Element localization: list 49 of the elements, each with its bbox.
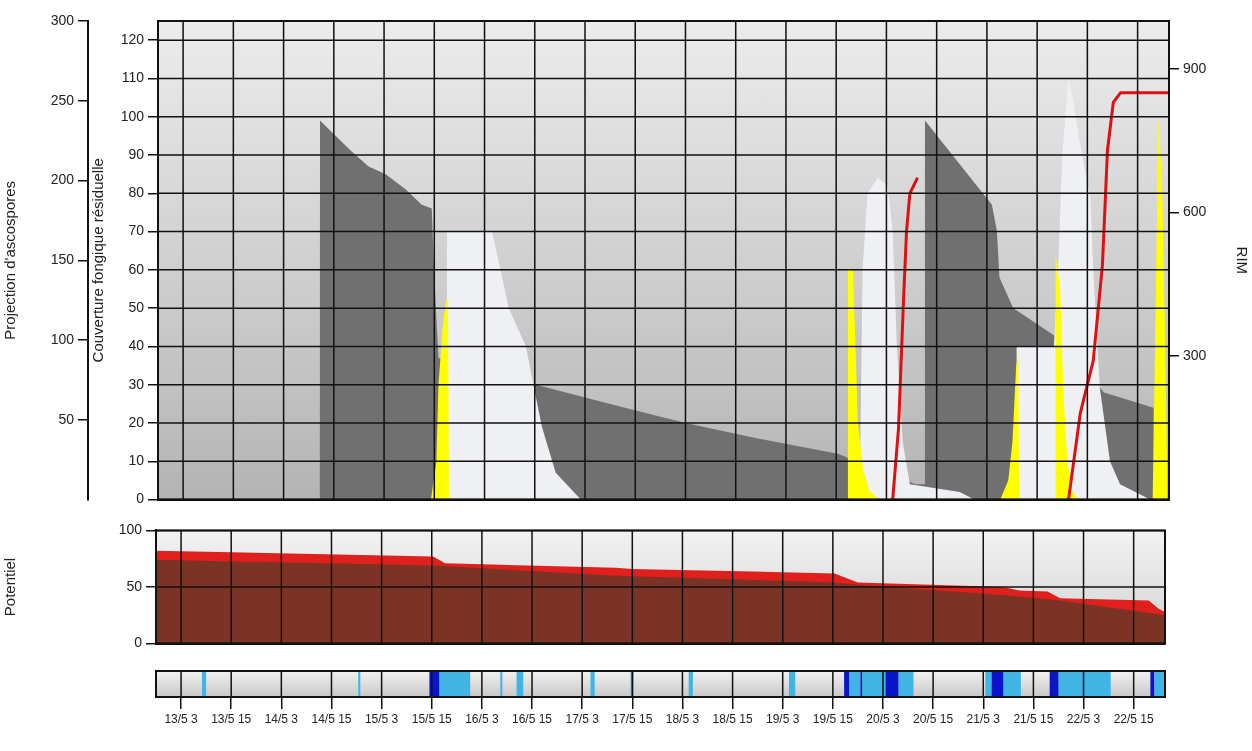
y3-tick-label: 600 [1183, 203, 1207, 220]
y2-tick-label: 250 [50, 91, 75, 108]
y2-tick-label: 150 [50, 251, 75, 268]
y-tick-label: 20 [128, 413, 145, 430]
x-tick-label: 21/5 15 [1013, 711, 1054, 726]
y-tick-label: 110 [121, 69, 145, 86]
y2-tick-label: 100 [50, 330, 75, 347]
x-tick-label: 13/5 15 [211, 711, 252, 726]
x-tick-label: 14/5 15 [311, 711, 352, 726]
y-tick-label: 60 [128, 260, 145, 277]
x-tick-label: 22/5 15 [1113, 711, 1154, 726]
x-tick-label: 18/5 3 [665, 711, 700, 726]
x-tick-label: 19/5 15 [812, 711, 854, 726]
y-tick-label: 10 [128, 452, 145, 469]
y-tick-label: 50 [128, 299, 145, 316]
y-tick-label: 120 [120, 31, 145, 47]
x-tick-label: 18/5 15 [712, 711, 753, 726]
x-tick-label: 21/5 3 [966, 711, 1001, 726]
x-tick-label: 16/5 15 [512, 711, 553, 726]
y-tick-label: 0 [134, 634, 143, 651]
y-tick-label: 100 [118, 521, 143, 538]
x-tick-label: 14/5 3 [264, 711, 299, 726]
y3-tick-label: 300 [1183, 346, 1207, 363]
y-tick-label: 40 [128, 337, 145, 354]
x-tick-label: 17/5 3 [565, 711, 600, 726]
y-tick-label: 90 [128, 145, 145, 162]
y2-tick-label: 300 [50, 11, 75, 28]
y-tick-label: 100 [120, 107, 145, 124]
y-tick-label: 30 [128, 375, 145, 392]
x-tick-label: 16/5 3 [465, 711, 499, 726]
y2-tick-label: 200 [50, 171, 75, 188]
x-tick-label: 15/5 3 [364, 711, 399, 726]
y-tick-label: 80 [128, 184, 145, 201]
x-tick-label: 17/5 15 [612, 711, 653, 726]
y2-tick-label: 50 [58, 410, 75, 427]
y3-tick-label: 900 [1183, 59, 1207, 76]
y-axis-title: Couverture fongique résiduelle [89, 158, 107, 363]
x-tick-label: 20/5 15 [913, 711, 954, 726]
y2-axis-title: Projection d'ascospores [1, 180, 19, 340]
y-tick-label: 0 [136, 490, 145, 507]
y-tick-label: 50 [126, 577, 143, 594]
y-axis-title: Potentiel [1, 557, 19, 617]
x-tick-label: 22/5 3 [1066, 711, 1101, 726]
x-tick-label: 13/5 3 [164, 711, 199, 726]
x-tick-label: 19/5 3 [766, 711, 800, 726]
y3-axis-title: RIM [1233, 246, 1251, 275]
x-tick-label: 15/5 15 [411, 711, 453, 726]
x-tick-label: 20/5 3 [866, 711, 900, 726]
y-tick-label: 70 [128, 222, 145, 239]
